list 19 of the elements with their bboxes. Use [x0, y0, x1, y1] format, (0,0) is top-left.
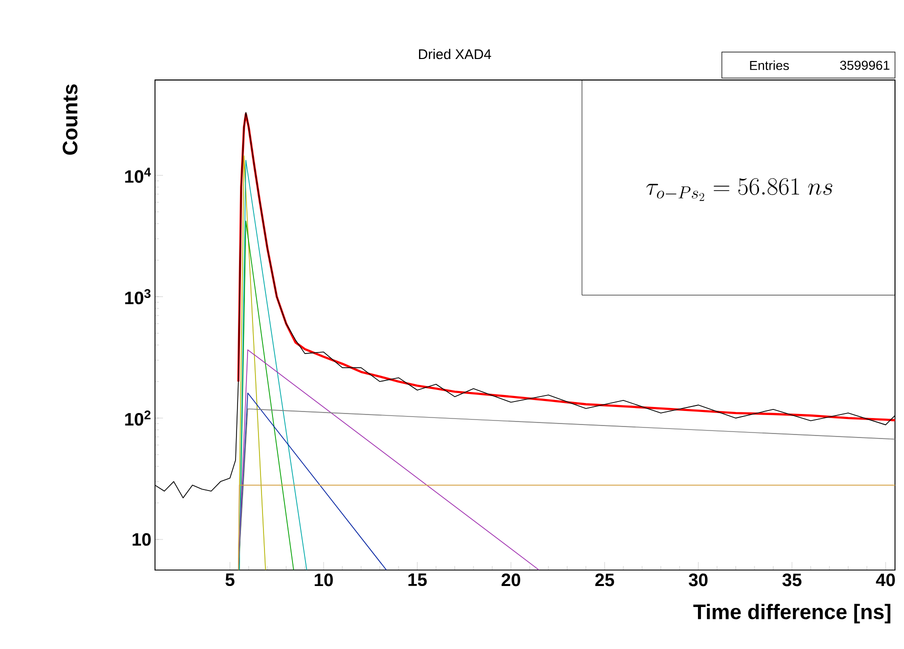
- line-series: [237, 112, 896, 422]
- x-tick-label: 5: [226, 574, 234, 586]
- x-tick-label: 25: [595, 574, 614, 586]
- y-tick-label: 10$^{2}$: [125, 410, 150, 426]
- x-axis-title: Time difference [ns]: [693, 604, 890, 624]
- x-tick-label: 20: [502, 574, 520, 586]
- text: 3599961: [840, 60, 890, 70]
- chart-title: Dried XAD4: [419, 48, 492, 60]
- y-tick-label: 10$^{4}$: [125, 168, 151, 183]
- y-tick-label: 10$^{3}$: [125, 289, 151, 304]
- x-tick-label: 40: [876, 574, 895, 586]
- text: Entries: [750, 60, 789, 70]
- x-tick-label: 30: [688, 574, 708, 586]
- y-axis-title: Counts: [62, 84, 78, 155]
- x-tick-label: 15: [408, 574, 427, 586]
- annotation: $\tau_{o-Ps_2} = 56.861\ ns$: [646, 178, 832, 201]
- x-tick-label: 35: [782, 574, 802, 586]
- x-tick-label: 10: [314, 574, 333, 586]
- y-tick-label: 10: [132, 533, 151, 546]
